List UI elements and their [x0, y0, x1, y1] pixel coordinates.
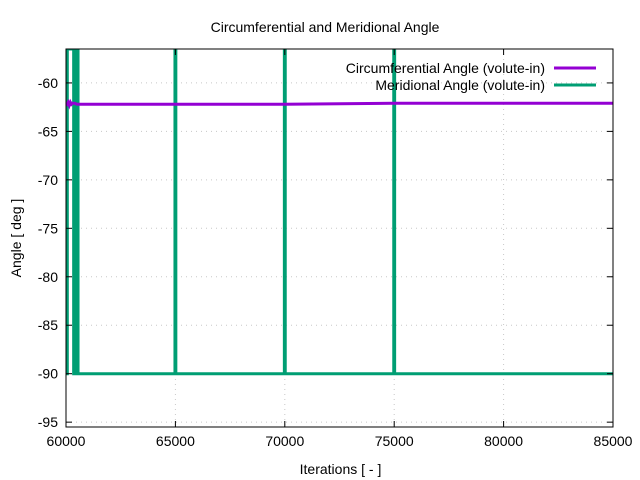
y-tick-label: -85	[38, 317, 58, 333]
y-tick-label: -70	[38, 172, 58, 188]
plot-series	[66, 49, 613, 376]
x-tick-label: 60000	[47, 433, 86, 449]
y-tick-label: -75	[38, 220, 58, 236]
legend-label: Circumferential Angle (volute-in)	[346, 60, 545, 76]
x-tick-label: 80000	[484, 433, 523, 449]
chart-title: Circumferential and Meridional Angle	[211, 19, 440, 35]
series-line-circumferential	[66, 98, 613, 110]
axis-ticks: 60000 65000 70000 75000 80000 85000 -95 -90 -85 -…	[38, 49, 633, 449]
series-line-meridional	[66, 49, 613, 376]
x-tick-label: 85000	[594, 433, 633, 449]
x-tick-label: 65000	[156, 433, 195, 449]
y-tick-label: -60	[38, 75, 58, 91]
y-tick-label: -90	[38, 366, 58, 382]
y-tick-label: -95	[38, 414, 58, 430]
legend-label: Meridional Angle (volute-in)	[375, 77, 545, 93]
plot-frame	[65, 48, 614, 428]
y-tick-label: -80	[38, 269, 58, 285]
x-tick-label: 75000	[375, 433, 414, 449]
y-axis-label: Angle [ deg ]	[8, 199, 24, 278]
x-axis-label: Iterations [ - ]	[300, 461, 382, 477]
x-tick-label: 70000	[265, 433, 304, 449]
y-tick-label: -65	[38, 123, 58, 139]
legend: Circumferential Angle (volute-in)Meridio…	[346, 60, 596, 93]
